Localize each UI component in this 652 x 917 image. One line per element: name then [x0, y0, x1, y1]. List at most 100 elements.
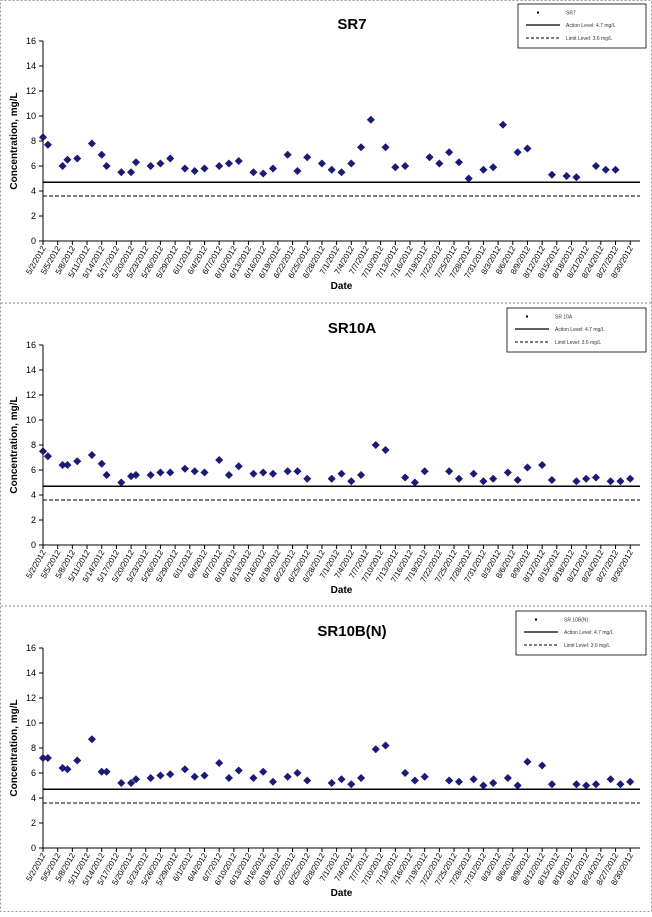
data-point [356, 773, 366, 783]
data-point [503, 468, 512, 477]
data-point [366, 115, 375, 124]
data-point [166, 154, 175, 163]
data-point [572, 477, 581, 486]
data-point [591, 780, 601, 789]
data-point [401, 768, 410, 778]
legend-marker-icon [537, 11, 539, 14]
legend-entry-series: SR 10A [555, 315, 573, 321]
y-axis-title: Concentration, mg/L [9, 396, 20, 493]
y-tick-label: 16 [26, 340, 36, 350]
data-point [445, 776, 454, 785]
y-tick-label: 4 [31, 490, 36, 500]
data-point [327, 165, 336, 174]
data-point [454, 158, 464, 167]
legend-entry-action-level: Action Level: 4.7 mg/L [564, 630, 614, 636]
data-point [489, 778, 498, 788]
legend-entry-series: SR7 [566, 11, 576, 17]
data-point [156, 159, 165, 168]
y-tick-label: 2 [31, 515, 36, 525]
legend-entry-action-level: Action Level: 4.7 mg/L [555, 327, 605, 333]
data-point [347, 159, 356, 168]
chart-panel-2: SR10A SR 10A Action Level: 4.7 mg/L Limit L… [1, 302, 651, 596]
data-point [337, 469, 346, 478]
data-point [479, 781, 488, 790]
data-point [234, 462, 243, 471]
y-axis-title: Concentration, mg/L [9, 699, 20, 796]
y-tick-label: 12 [26, 693, 36, 703]
x-axis-title: Date [331, 281, 353, 292]
y-tick-label: 12 [26, 86, 36, 96]
y-tick-label: 16 [26, 643, 36, 653]
y-tick-label: 14 [26, 365, 36, 375]
chart-title: SR10A [328, 320, 377, 337]
y-tick-label: 8 [31, 743, 36, 753]
data-point [268, 164, 278, 173]
legend-box [517, 3, 647, 49]
data-point [572, 780, 581, 789]
data-point [498, 120, 508, 129]
data-point [283, 150, 292, 159]
data-point [268, 469, 278, 478]
data-point [73, 457, 82, 466]
data-point [503, 773, 512, 783]
data-point [63, 155, 72, 164]
data-point [117, 778, 126, 788]
chart-title: SR10B(N) [317, 623, 386, 640]
data-point [87, 139, 97, 148]
data-point [126, 778, 136, 788]
data-point [591, 473, 601, 482]
data-point [87, 450, 97, 460]
data-point [73, 154, 82, 163]
data-point [401, 473, 410, 482]
data-point [303, 153, 312, 162]
data-point [626, 474, 635, 483]
y-tick-label: 8 [31, 440, 36, 450]
y-tick-label: 10 [26, 111, 36, 121]
legend-marker-icon [535, 618, 537, 621]
legend-entry-limit-level: Limit Level: 3.6 mg/L [566, 36, 612, 42]
data-point [327, 778, 336, 788]
y-tick-label: 10 [26, 415, 36, 425]
data-point [401, 161, 410, 171]
data-point [464, 174, 473, 183]
data-point [249, 168, 258, 177]
data-point [479, 165, 488, 174]
data-point [102, 470, 111, 480]
data-point [180, 164, 189, 173]
data-point [215, 758, 224, 768]
data-point [146, 773, 155, 783]
y-tick-label: 14 [26, 668, 36, 678]
data-point [63, 765, 72, 774]
chart-title: SR7 [337, 16, 366, 33]
data-point [131, 470, 141, 480]
data-point [611, 165, 620, 174]
data-point [146, 161, 155, 171]
legend-entry-limit-level: Limit Level: 3.6 mg/L [555, 340, 601, 346]
data-point [601, 165, 610, 174]
data-point [283, 467, 292, 476]
y-tick-label: 2 [31, 211, 36, 221]
data-point [356, 470, 366, 480]
y-axis-title: Concentration, mg/L [9, 92, 20, 189]
data-point [454, 474, 464, 483]
data-point [102, 767, 111, 776]
data-point [445, 148, 454, 157]
y-tick-label: 6 [31, 465, 36, 475]
data-point [166, 770, 175, 779]
data-point [224, 470, 234, 480]
data-point [547, 475, 557, 485]
data-point [337, 168, 346, 177]
data-point [58, 763, 67, 773]
data-point [268, 777, 278, 786]
data-point [180, 765, 189, 774]
data-point [126, 168, 136, 177]
data-point [371, 440, 380, 450]
data-point [146, 470, 155, 480]
data-point [63, 460, 72, 470]
data-point [391, 163, 400, 172]
data-point [117, 168, 126, 177]
y-tick-label: 6 [31, 768, 36, 778]
data-point [626, 777, 635, 786]
data-point [43, 140, 52, 149]
y-tick-label: 0 [31, 843, 36, 853]
